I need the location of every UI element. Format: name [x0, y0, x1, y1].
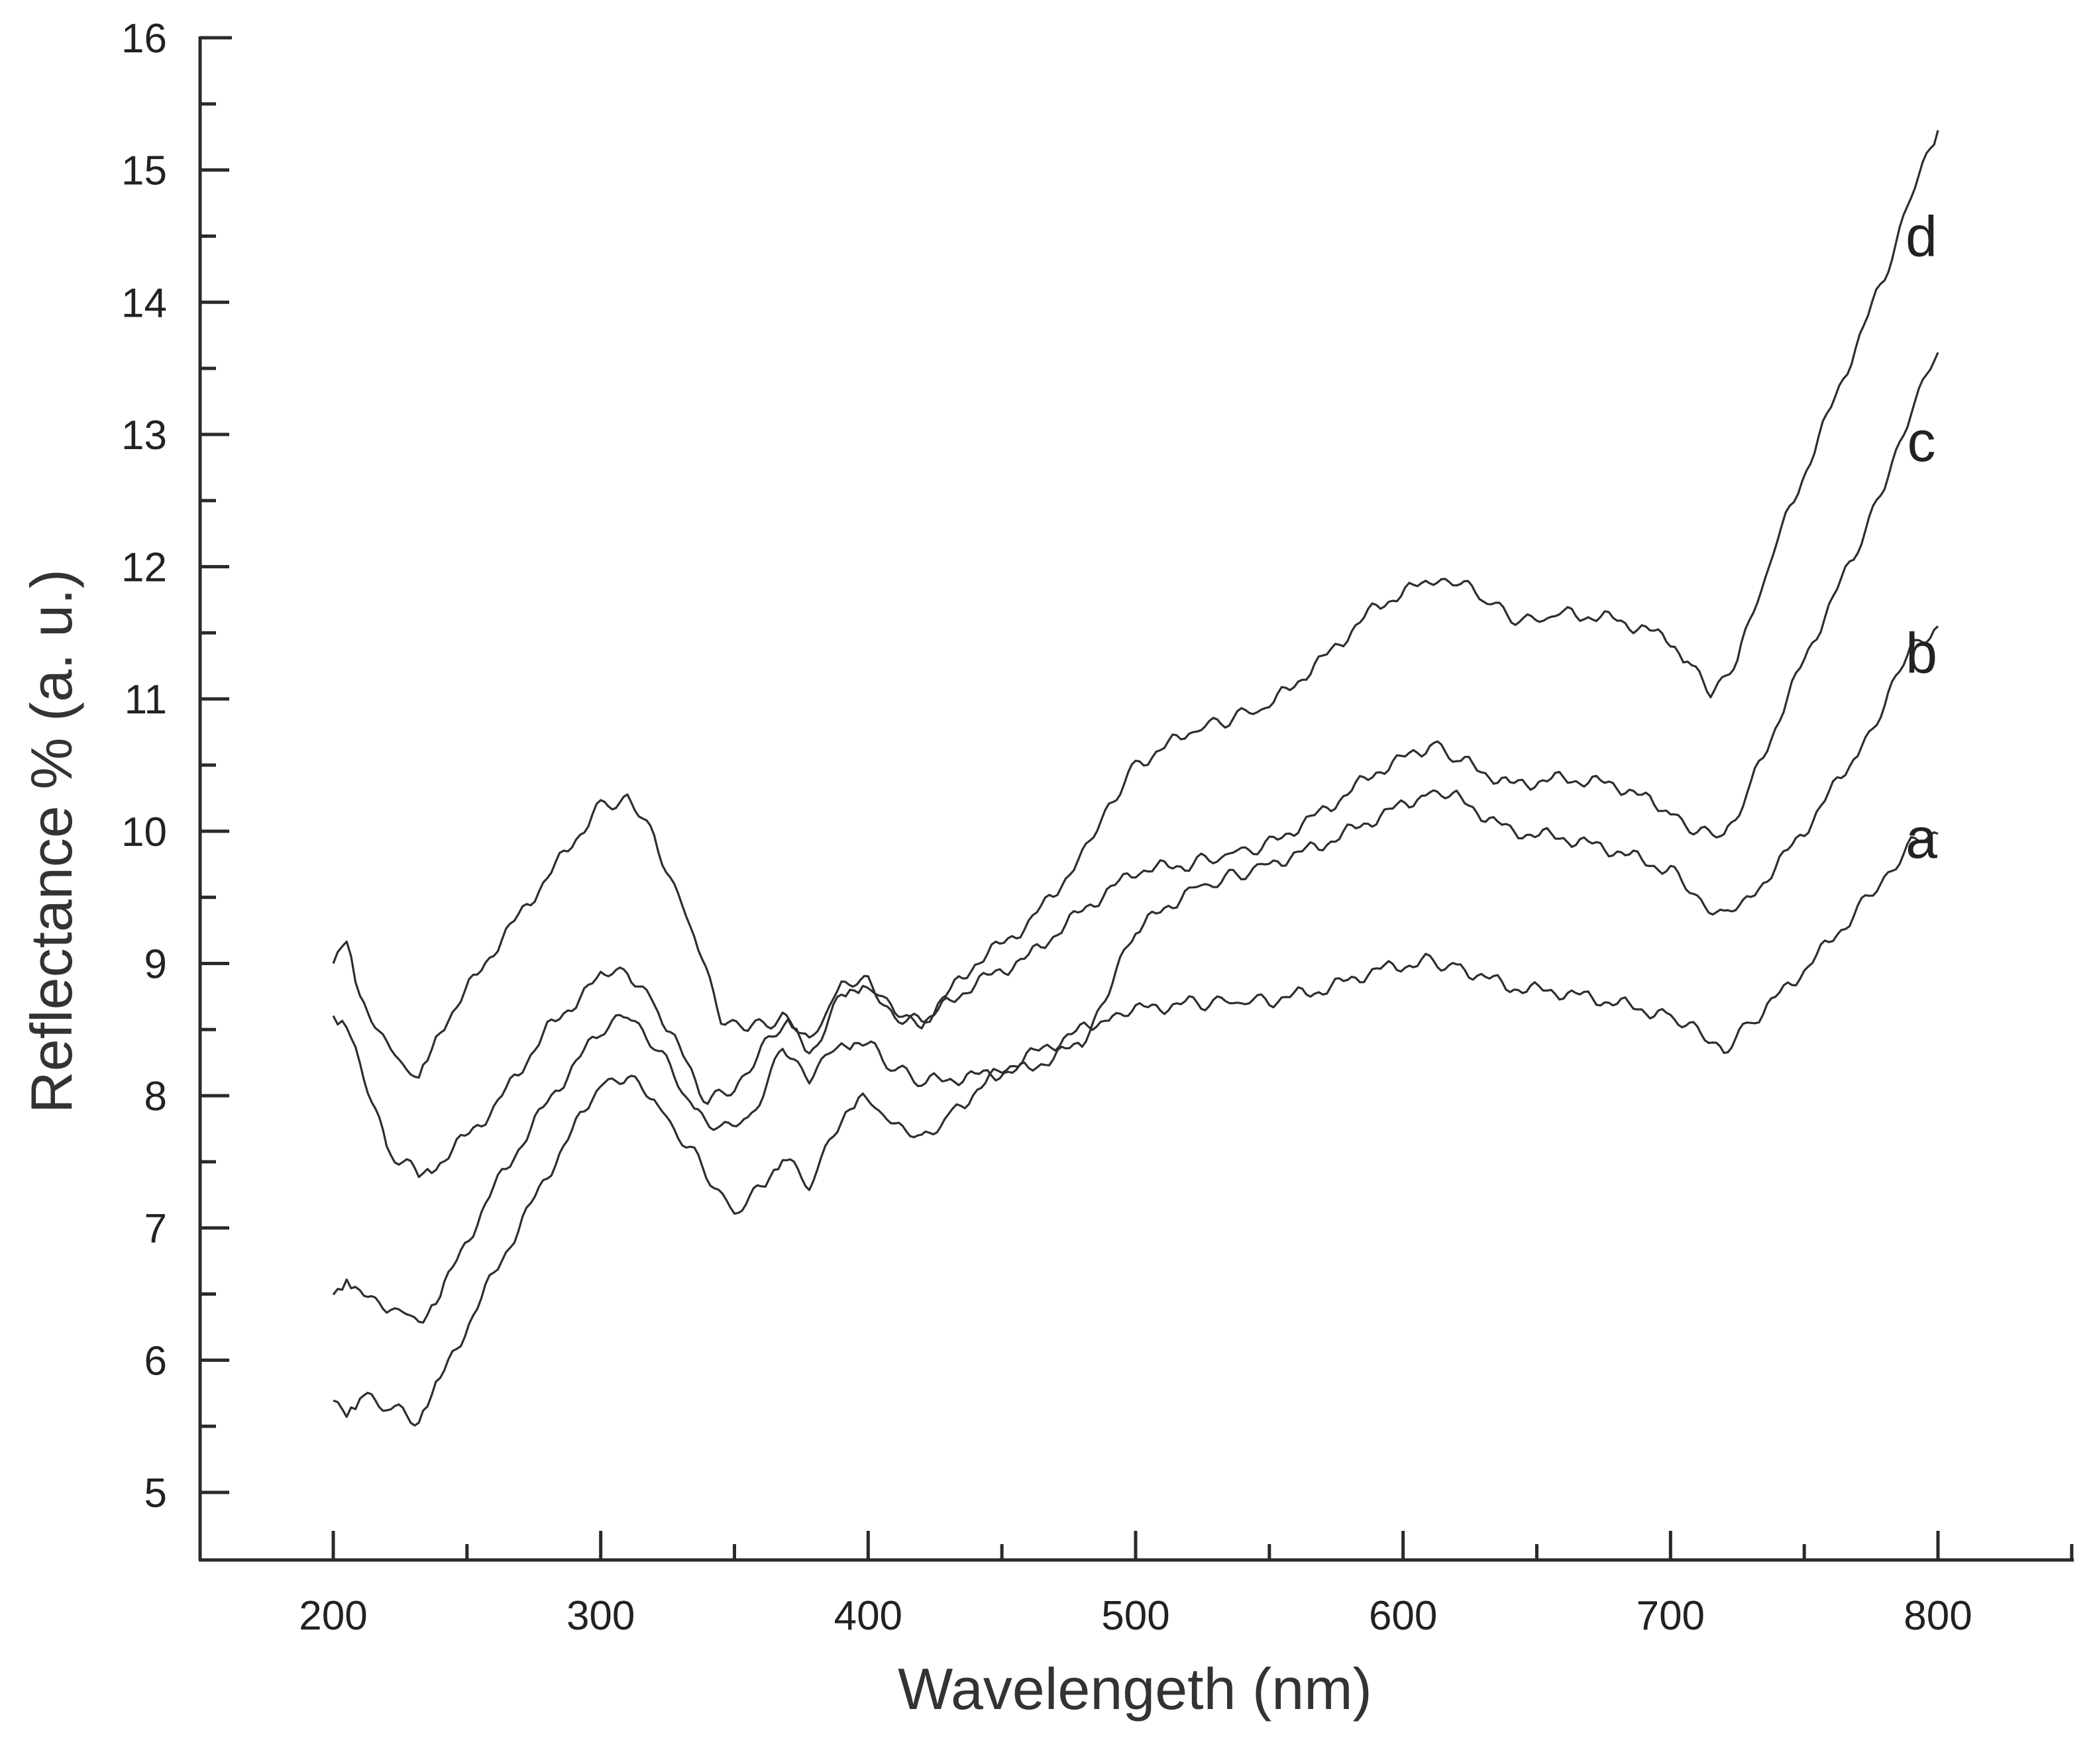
y-tick-label: 9 — [144, 941, 167, 987]
y-tick-label: 5 — [144, 1471, 167, 1516]
x-axis-title: Wavelengeth (nm) — [898, 1656, 1372, 1722]
series-label-c: c — [1908, 410, 1936, 474]
y-ticks: 5 6 7 8 9 10 11 12 13 14 15 16 — [121, 16, 229, 1516]
y-tick-label: 14 — [121, 280, 167, 326]
x-tick-label: 600 — [1369, 1593, 1437, 1639]
series-label-b: b — [1906, 621, 1937, 685]
y-tick-label: 12 — [121, 545, 167, 591]
series-group — [332, 130, 1939, 1427]
x-tick-label: 300 — [566, 1593, 635, 1639]
y-tick-label: 11 — [125, 677, 167, 723]
series-line-c — [332, 352, 1939, 1178]
y-tick-label: 6 — [144, 1338, 167, 1384]
series-line-b — [332, 625, 1939, 1324]
y-tick-label: 10 — [121, 809, 167, 855]
axes — [198, 36, 2074, 1562]
y-tick-label: 13 — [121, 413, 167, 458]
x-tick-label: 400 — [834, 1593, 902, 1639]
series-line-d — [332, 130, 1939, 1079]
x-ticks: 200 300 400 500 600 700 800 — [299, 1531, 2074, 1639]
y-tick-label: 15 — [121, 148, 167, 194]
series-labels: a b c d — [1906, 205, 1937, 870]
x-tick-label: 500 — [1101, 1593, 1169, 1639]
y-tick-label: 16 — [121, 16, 167, 62]
series-label-d: d — [1906, 205, 1937, 268]
y-tick-label: 7 — [144, 1206, 167, 1252]
y-axis-title: Reflectance % (a. u.) — [19, 569, 84, 1114]
x-tick-label: 800 — [1904, 1593, 1972, 1639]
y-tick-label: 8 — [144, 1074, 167, 1119]
series-label-a: a — [1906, 807, 1937, 870]
x-tick-label: 200 — [299, 1593, 367, 1639]
series-line-a — [333, 831, 1939, 1427]
x-tick-label: 700 — [1637, 1593, 1705, 1639]
